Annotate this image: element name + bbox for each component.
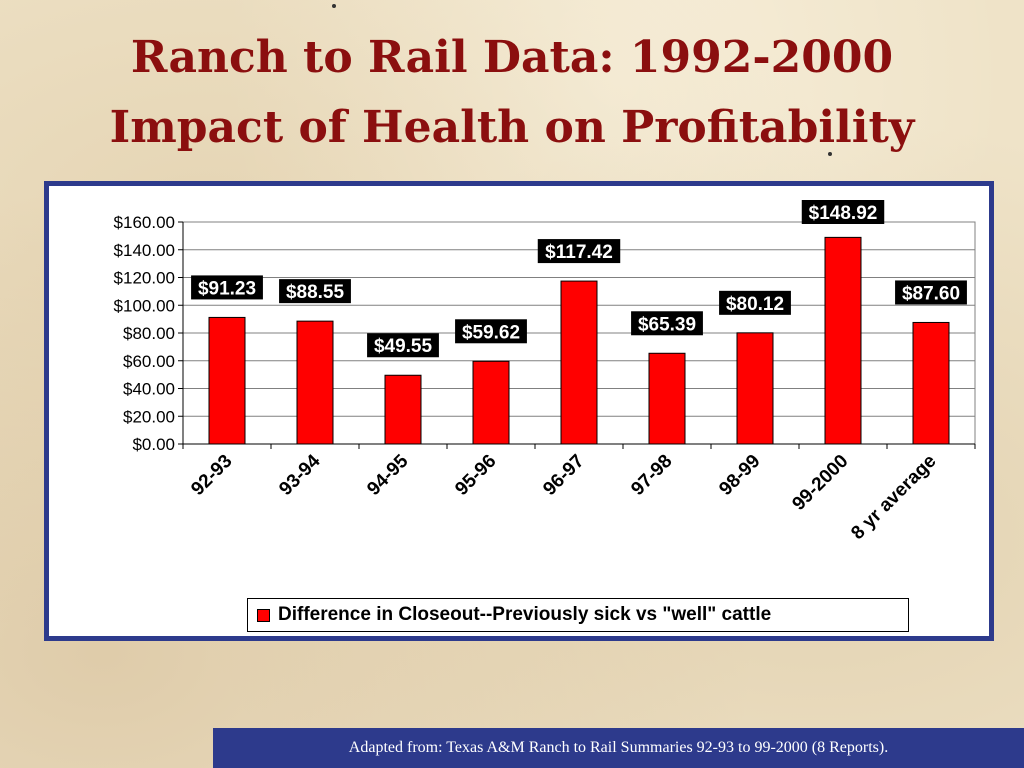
data-label-box: [191, 275, 263, 300]
data-label-box: [367, 333, 439, 358]
slide-title-line-2: Impact of Health on Profitability: [109, 102, 915, 153]
legend-swatch: [257, 608, 270, 622]
bar-chart: $0.00 $20.00 $40.00 $60.00 $80.00 $100.00 $120…: [114, 200, 976, 544]
data-label-box: [537, 239, 621, 264]
x-category-label: 98-99: [715, 451, 764, 500]
y-tick-label: $0.00: [132, 435, 175, 454]
data-label-box: [895, 280, 967, 305]
data-label: $88.55: [286, 282, 345, 303]
bar: [648, 352, 686, 445]
x-category-label: 97-98: [627, 451, 676, 500]
data-label: $148.92: [809, 203, 878, 224]
data-label-box: [801, 200, 885, 224]
legend-label: Difference in Closeout--Previously sick …: [278, 604, 772, 625]
source-footer: Adapted from: Texas A&M Ranch to Rail Su…: [213, 728, 1024, 768]
x-category-label: 99-2000: [788, 451, 852, 515]
bar: [296, 320, 334, 445]
data-label: $80.12: [726, 294, 784, 315]
x-category-label: 95-96: [451, 451, 500, 500]
data-label: $65.39: [638, 314, 696, 335]
bar: [736, 332, 774, 445]
x-category-label: 96-97: [539, 451, 588, 500]
x-category-label: 92-93: [187, 451, 236, 500]
bar: [384, 374, 422, 445]
y-tick-label: $140.00: [114, 241, 175, 260]
data-label-box: [279, 279, 351, 304]
data-label: $91.23: [198, 278, 256, 299]
data-label: $117.42: [545, 242, 613, 263]
bar: [472, 360, 510, 445]
paper-speck: [332, 4, 336, 8]
x-category-label: 8 yr average: [847, 451, 940, 544]
chart-legend: Difference in Closeout--Previously sick …: [247, 598, 909, 632]
y-tick-label: $160.00: [114, 213, 175, 232]
y-tick-label: $100.00: [114, 296, 175, 315]
y-tick-label: $80.00: [123, 324, 175, 343]
y-tick-label: $40.00: [123, 380, 175, 399]
data-label-box: [719, 290, 791, 315]
data-label: $59.62: [462, 322, 520, 343]
bar: [208, 316, 246, 445]
x-category-label: 93-94: [275, 450, 325, 500]
data-label: $49.55: [374, 336, 433, 357]
bar: [912, 321, 950, 445]
bar: [560, 280, 598, 445]
data-label: $87.60: [902, 283, 960, 304]
x-category-label: 94-95: [363, 450, 413, 500]
y-tick-label: $60.00: [123, 352, 175, 371]
slide-title-line-1: Ranch to Rail Data: 1992-2000: [130, 32, 894, 83]
y-tick-label: $20.00: [123, 407, 175, 426]
y-tick-label: $120.00: [114, 269, 175, 288]
paper-speck: [828, 152, 832, 156]
data-label-box: [455, 319, 527, 344]
bar: [824, 236, 862, 445]
data-label-box: [631, 311, 703, 336]
